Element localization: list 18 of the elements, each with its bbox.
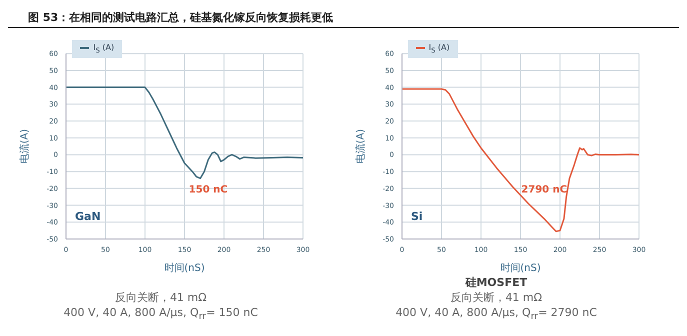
annotation: 150 nC: [189, 184, 228, 196]
line-series: [402, 88, 639, 232]
line-series: [66, 86, 304, 180]
annotation: Si: [410, 210, 422, 223]
legend-label: I$_{S}$ (A): [428, 43, 450, 55]
text: 400 V, 40 A, 800 A/μs, Q$_{rr}$= 2790 nC: [396, 306, 597, 322]
annotation: 2790 nC: [521, 184, 567, 196]
legend-label: I$_{S}$ (A): [93, 43, 114, 55]
y-axis-title: 电流(A): [18, 128, 31, 164]
y-axis-title: 电流(A): [354, 128, 366, 164]
text: 反向关断，41 mΩ: [450, 291, 542, 304]
x-axis-title: 时间(nS): [164, 262, 206, 274]
text: 反向关断，41 mΩ: [114, 291, 207, 304]
x-axis-title: 时间(nS): [500, 262, 541, 274]
annotation: GaN: [75, 210, 101, 223]
text: 400 V, 40 A, 800 A/μs, Q$_{rr}$= 150 nC: [64, 306, 258, 322]
chart-title: 图 53：在相同的测试电路汇总，硅基氮化镓反向恢复损耗更低: [28, 11, 334, 24]
text: 硅MOSFET: [465, 276, 528, 289]
